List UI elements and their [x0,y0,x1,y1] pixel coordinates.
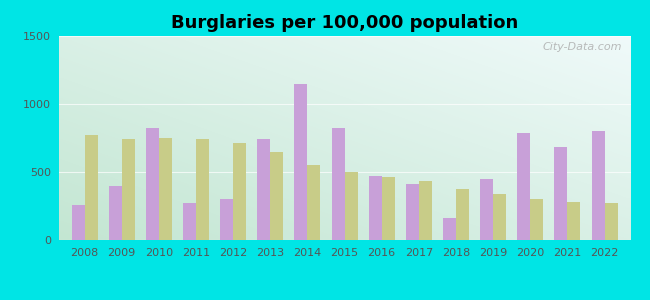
Bar [493,194,506,240]
Bar [480,179,493,240]
Bar [233,143,246,240]
Bar [183,202,196,240]
Bar [220,199,233,240]
Bar [344,172,358,240]
Bar [122,140,135,240]
Bar [257,140,270,240]
Bar [109,186,122,240]
Title: Burglaries per 100,000 population: Burglaries per 100,000 population [171,14,518,32]
Bar [419,181,432,240]
Bar [554,147,567,240]
Bar [604,203,617,240]
Bar [146,128,159,240]
Bar [567,202,580,240]
Bar [332,128,344,240]
Bar [369,176,382,240]
Bar [294,84,307,240]
Legend: Crandall, U.S. average: Crandall, U.S. average [235,296,454,300]
Bar [456,189,469,240]
Bar [592,131,604,240]
Bar [159,138,172,240]
Bar [382,177,395,240]
Bar [72,205,84,240]
Bar [84,135,98,240]
Bar [307,165,320,240]
Bar [406,184,419,240]
Bar [517,133,530,240]
Bar [270,152,283,240]
Bar [530,199,543,240]
Text: City-Data.com: City-Data.com [542,42,622,52]
Bar [196,139,209,240]
Bar [443,218,456,240]
